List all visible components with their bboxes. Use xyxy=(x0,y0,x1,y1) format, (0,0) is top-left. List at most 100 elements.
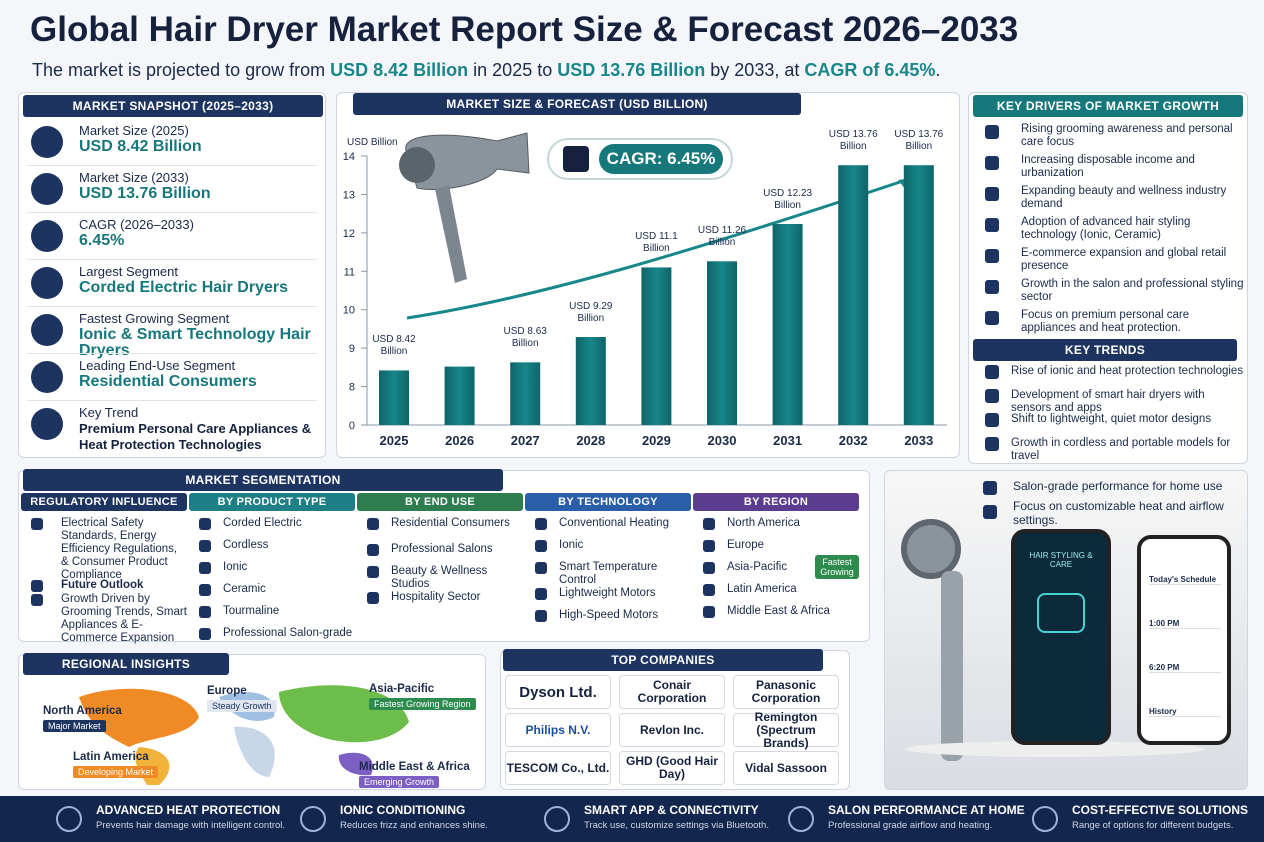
icon xyxy=(367,592,379,604)
segment-item: Conventional Heating xyxy=(559,517,669,529)
snapshot-label: Market Size (2025) xyxy=(79,123,189,138)
dryer-photo xyxy=(941,571,963,761)
snapshot-label: Leading End-Use Segment xyxy=(79,358,236,373)
segment-item: Tourmaline xyxy=(223,605,280,617)
column-title: BY PRODUCT TYPE xyxy=(189,493,355,511)
segment-item: Ceramic xyxy=(223,583,266,595)
icon xyxy=(199,606,211,618)
trend-text: Shift to lightweight, quiet motor design… xyxy=(1011,413,1212,425)
phone-row: Today's Schedule xyxy=(1149,575,1221,585)
driver-text: Expanding beauty and wellness industry d… xyxy=(1021,185,1227,210)
icon xyxy=(535,562,547,574)
icon xyxy=(31,126,63,158)
segment-item: Cordless xyxy=(223,539,269,551)
company: Conair Corporation xyxy=(619,675,725,709)
bar xyxy=(575,336,606,425)
icon xyxy=(300,806,326,832)
y-tick-label: 8 xyxy=(349,382,355,394)
trend-text: Rise of ionic and heat protection techno… xyxy=(1011,365,1244,377)
company: Panasonic Corporation xyxy=(733,675,839,709)
table xyxy=(905,741,1205,757)
segment-item: Corded Electric xyxy=(223,517,302,529)
icon xyxy=(985,249,999,263)
section-title: KEY TRENDS xyxy=(973,339,1237,361)
icon xyxy=(199,518,211,530)
y-tick-label: 9 xyxy=(349,343,355,355)
column-title: BY REGION xyxy=(693,493,859,511)
footer-text: Track use, customize settings via Blueto… xyxy=(584,820,769,831)
bar xyxy=(903,165,934,426)
company: Remington (Spectrum Brands) xyxy=(733,710,839,749)
y-tick-label: 0 xyxy=(349,420,355,432)
data-label: USD 11.1 Billion xyxy=(635,231,678,255)
snapshot-panel: MARKET SNAPSHOT (2025–2033) Market Size (… xyxy=(18,92,326,458)
company: Philips N.V. xyxy=(505,713,611,747)
subtitle-part: USD 8.42 Billion xyxy=(330,60,469,80)
icon xyxy=(535,610,547,622)
region-note: Emerging Growth xyxy=(359,776,440,788)
icon xyxy=(985,413,999,427)
bar xyxy=(444,366,475,425)
bar xyxy=(641,267,672,425)
x-tick-label: 2026 xyxy=(445,433,474,448)
icon xyxy=(1032,806,1058,832)
driver-text: E-commerce expansion and global retail p… xyxy=(1021,247,1227,272)
icon xyxy=(703,540,715,552)
y-axis-label: USD Billion xyxy=(347,137,398,148)
data-label: USD 13.76 Billion xyxy=(894,129,944,153)
footer-text: Professional grade airflow and heating. xyxy=(828,820,993,831)
dryer-photo xyxy=(901,519,961,579)
data-label: USD 13.76 Billion xyxy=(828,129,878,153)
footer-text: Range of options for different budgets. xyxy=(1072,820,1234,831)
phone: HAIR STYLING & CARE xyxy=(1011,529,1111,745)
dryer-illustration xyxy=(399,132,530,283)
segment-item: Hospitality Sector xyxy=(391,591,481,603)
y-tick-label: 12 xyxy=(343,228,355,240)
segment-item: Middle East & Africa xyxy=(727,605,830,617)
driver-text: Growth in the salon and professional sty… xyxy=(1021,278,1244,303)
icon xyxy=(31,220,63,252)
segment-item: North America xyxy=(727,517,800,529)
footer-title: SMART APP & CONNECTIVITY xyxy=(584,803,759,817)
icon xyxy=(788,806,814,832)
x-tick-label: 2032 xyxy=(839,433,868,448)
subtitle-part: by 2033, at xyxy=(705,60,805,80)
segment-item: Professional Salons xyxy=(391,543,493,555)
region-name: Middle East & Africa xyxy=(359,761,470,773)
trend-text: Development of smart hair dryers with se… xyxy=(1011,389,1205,414)
bar xyxy=(838,165,869,426)
phone: Today's Schedule 1:00 PM 6:20 PM History xyxy=(1137,535,1231,745)
snapshot-label: Fastest Growing Segment xyxy=(79,311,230,326)
segment-item: High-Speed Motors xyxy=(559,609,659,621)
region-note: Developing Market xyxy=(73,766,159,778)
icon xyxy=(703,562,715,574)
x-tick-label: 2027 xyxy=(511,433,540,448)
y-tick-label: 10 xyxy=(343,305,355,317)
divider xyxy=(27,306,317,307)
snapshot-label: Key Trend xyxy=(79,405,139,420)
icon xyxy=(31,408,63,440)
driver-text: Focus on premium personal care appliance… xyxy=(1021,309,1190,334)
icon xyxy=(703,584,715,596)
companies-panel: TOP COMPANIES Dyson Ltd. Conair Corporatio… xyxy=(500,649,850,790)
region-name: North America xyxy=(43,705,122,717)
chart-panel: MARKET SIZE & FORECAST (USD BILLION) USD … xyxy=(336,92,960,458)
icon xyxy=(983,505,997,519)
column-title: BY TECHNOLOGY xyxy=(525,493,691,511)
chart-title: MARKET SIZE & FORECAST (USD BILLION) xyxy=(353,93,801,115)
segment-item: Smart Temperature Control xyxy=(559,561,658,586)
column-title: BY END USE xyxy=(357,493,523,511)
segment-item: Future Outlook xyxy=(61,579,144,591)
phone-row: 1:00 PM xyxy=(1149,619,1221,629)
company: Vidal Sassoon xyxy=(733,751,839,785)
continent xyxy=(79,688,199,747)
segment-item: Beauty & Wellness Studios xyxy=(391,565,488,590)
dryer-end xyxy=(399,147,435,183)
x-tick-label: 2030 xyxy=(708,433,737,448)
icon xyxy=(985,125,999,139)
driver-text: Adoption of advanced hair styling techno… xyxy=(1021,216,1191,241)
icon xyxy=(985,437,999,451)
subtitle-part: . xyxy=(935,60,941,80)
drivers-panel: KEY DRIVERS OF MARKET GROWTH Rising groom… xyxy=(968,92,1248,464)
data-label: USD 8.63 Billion xyxy=(503,326,547,350)
